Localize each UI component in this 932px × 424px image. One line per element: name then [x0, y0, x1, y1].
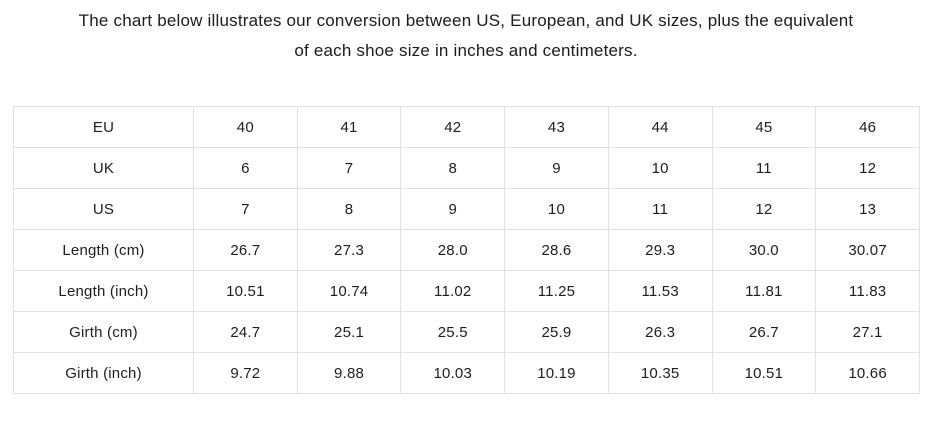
table-cell: 10.51 [711, 352, 817, 394]
caption-line-1: The chart below illustrates our conversi… [78, 11, 854, 30]
table-cell: 42 [400, 106, 506, 148]
table-cell: 41 [296, 106, 402, 148]
table-cell: 10.51 [193, 270, 298, 312]
table-cell: 40 [193, 106, 298, 148]
table-row-eu: EU 40 41 42 43 44 45 46 [13, 106, 920, 148]
row-label: EU [13, 106, 194, 148]
row-label: Girth (cm) [13, 311, 194, 353]
table-cell: 25.5 [400, 311, 506, 353]
table-cell: 11.53 [607, 270, 713, 312]
size-table-body: EU 40 41 42 43 44 45 46 UK 6 7 8 9 10 11… [13, 106, 920, 394]
row-label: UK [13, 147, 194, 189]
table-row-length-inch: Length (inch) 10.51 10.74 11.02 11.25 11… [13, 270, 920, 312]
size-conversion-table: EU 40 41 42 43 44 45 46 UK 6 7 8 9 10 11… [13, 106, 920, 394]
row-label: US [13, 188, 194, 230]
table-cell: 9 [504, 147, 609, 189]
table-cell: 8 [296, 188, 402, 230]
table-cell: 8 [400, 147, 506, 189]
row-label: Girth (inch) [13, 352, 194, 394]
table-cell: 44 [607, 106, 713, 148]
caption-line-2: of each shoe size in inches and centimet… [294, 41, 638, 60]
table-cell: 26.3 [607, 311, 713, 353]
table-cell: 30.0 [711, 229, 817, 271]
table-cell: 10.35 [607, 352, 713, 394]
table-cell: 12 [711, 188, 817, 230]
table-row-us: US 7 8 9 10 11 12 13 [13, 188, 920, 230]
table-cell: 26.7 [711, 311, 817, 353]
table-row-girth-cm: Girth (cm) 24.7 25.1 25.5 25.9 26.3 26.7… [13, 311, 920, 353]
table-cell: 46 [815, 106, 920, 148]
table-cell: 29.3 [607, 229, 713, 271]
table-cell: 11.02 [400, 270, 506, 312]
table-cell: 11.83 [815, 270, 920, 312]
table-cell: 11.25 [504, 270, 609, 312]
table-cell: 28.0 [400, 229, 506, 271]
table-row-uk: UK 6 7 8 9 10 11 12 [13, 147, 920, 189]
table-cell: 10.74 [296, 270, 402, 312]
table-cell: 9.88 [296, 352, 402, 394]
table-cell: 7 [193, 188, 298, 230]
table-cell: 27.1 [815, 311, 920, 353]
table-cell: 25.9 [504, 311, 609, 353]
table-cell: 10 [504, 188, 609, 230]
table-cell: 10.03 [400, 352, 506, 394]
table-cell: 9 [400, 188, 506, 230]
table-cell: 12 [815, 147, 920, 189]
table-cell: 9.72 [193, 352, 298, 394]
table-cell: 7 [296, 147, 402, 189]
table-caption: The chart below illustrates our conversi… [0, 0, 932, 66]
table-cell: 13 [815, 188, 920, 230]
table-cell: 24.7 [193, 311, 298, 353]
table-cell: 10.19 [504, 352, 609, 394]
table-cell: 11 [711, 147, 817, 189]
table-cell: 45 [711, 106, 817, 148]
table-row-girth-inch: Girth (inch) 9.72 9.88 10.03 10.19 10.35… [13, 352, 920, 394]
table-cell: 25.1 [296, 311, 402, 353]
row-label: Length (cm) [13, 229, 194, 271]
table-cell: 10.66 [815, 352, 920, 394]
table-cell: 6 [193, 147, 298, 189]
table-cell: 26.7 [193, 229, 298, 271]
table-cell: 27.3 [296, 229, 402, 271]
table-row-length-cm: Length (cm) 26.7 27.3 28.0 28.6 29.3 30.… [13, 229, 920, 271]
table-cell: 10 [607, 147, 713, 189]
row-label: Length (inch) [13, 270, 194, 312]
table-cell: 43 [504, 106, 609, 148]
table-cell: 11 [607, 188, 713, 230]
table-cell: 28.6 [504, 229, 609, 271]
table-cell: 30.07 [815, 229, 920, 271]
table-cell: 11.81 [711, 270, 817, 312]
